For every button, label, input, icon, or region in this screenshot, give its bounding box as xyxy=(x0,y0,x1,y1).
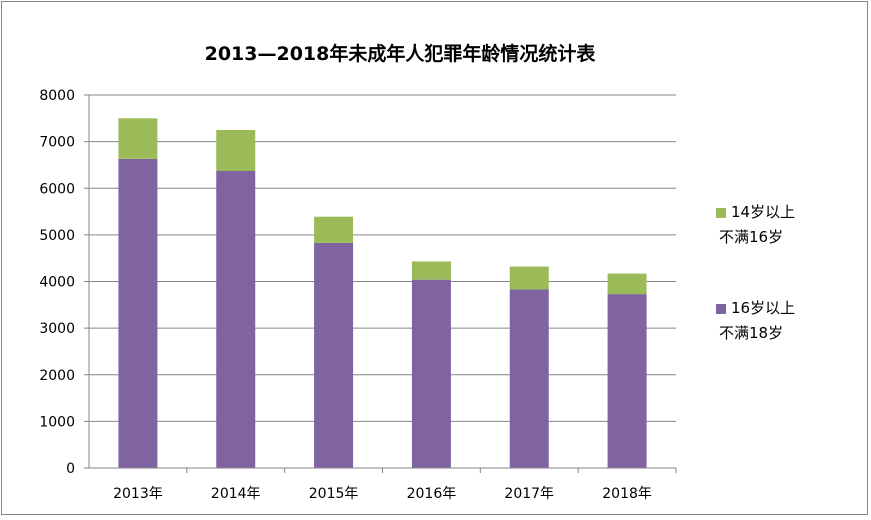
bar-series-1-5 xyxy=(607,273,647,295)
bar-series-1-0 xyxy=(118,118,158,159)
legend-swatch-1 xyxy=(716,208,726,218)
legend-label-line: 16岁以上 xyxy=(731,299,795,317)
bar-series-0-1 xyxy=(216,170,256,468)
y-tick-label: 2000 xyxy=(39,368,75,384)
bar-series-0-2 xyxy=(314,242,354,468)
bar-series-1-2 xyxy=(314,216,354,243)
y-tick-label: 3000 xyxy=(39,321,75,337)
y-tick-label: 0 xyxy=(66,461,75,477)
legend: 14岁以上不满16岁 16岁以上不满18岁 xyxy=(716,203,795,342)
bars xyxy=(118,118,647,468)
y-tick-label: 6000 xyxy=(39,181,75,197)
y-tick-label: 7000 xyxy=(39,135,75,151)
x-tick-label: 2018年 xyxy=(602,486,652,502)
bar-series-0-0 xyxy=(118,158,158,468)
x-tick-label: 2013年 xyxy=(113,486,163,502)
legend-swatch-0 xyxy=(716,304,726,314)
x-axis-ticks: 2013年 2014年 2015年 2016年 2017年 2018年 xyxy=(113,486,652,502)
y-tick-label: 8000 xyxy=(39,88,75,104)
chart-title: 2013—2018年未成年人犯罪年龄情况统计表 xyxy=(205,42,597,65)
bar-series-1-1 xyxy=(216,129,256,171)
bar-series-1-4 xyxy=(509,266,549,290)
legend-label-line: 14岁以上 xyxy=(731,203,795,221)
bar-series-0-3 xyxy=(411,279,451,468)
bar-series-1-3 xyxy=(411,261,451,280)
axes xyxy=(84,94,677,473)
legend-label-0: 16岁以上不满18岁 xyxy=(719,299,795,342)
bar-series-0-5 xyxy=(607,294,647,468)
bar-series-0-4 xyxy=(509,289,549,468)
y-axis-ticks: 0 1000 2000 3000 4000 5000 6000 7000 8000 xyxy=(39,88,75,477)
y-tick-label: 1000 xyxy=(39,414,75,430)
gridlines xyxy=(89,94,676,422)
x-tick-label: 2016年 xyxy=(407,486,457,502)
x-tick-label: 2015年 xyxy=(309,486,359,502)
y-tick-label: 4000 xyxy=(39,275,75,291)
legend-label-line: 不满16岁 xyxy=(719,228,783,246)
x-tick-label: 2014年 xyxy=(211,486,261,502)
x-tick-label: 2017年 xyxy=(504,486,554,502)
legend-label-1: 14岁以上不满16岁 xyxy=(719,203,795,246)
y-tick-label: 5000 xyxy=(39,228,75,244)
legend-label-line: 不满18岁 xyxy=(719,324,783,342)
